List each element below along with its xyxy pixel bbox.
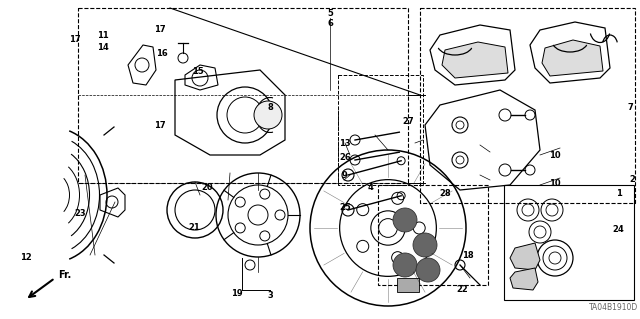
Circle shape xyxy=(393,253,417,277)
Text: 14: 14 xyxy=(97,43,109,53)
Circle shape xyxy=(393,208,417,232)
Text: Fr.: Fr. xyxy=(58,270,71,280)
Text: 13: 13 xyxy=(339,138,351,147)
Polygon shape xyxy=(510,268,538,290)
Text: 17: 17 xyxy=(154,26,166,34)
Text: 26: 26 xyxy=(339,153,351,162)
Text: 10: 10 xyxy=(549,151,561,160)
Text: 1: 1 xyxy=(616,189,622,197)
Text: 12: 12 xyxy=(20,254,32,263)
Text: 25: 25 xyxy=(339,204,351,212)
Polygon shape xyxy=(442,42,508,78)
Text: 20: 20 xyxy=(201,183,213,192)
Polygon shape xyxy=(510,243,540,270)
Text: 6: 6 xyxy=(327,19,333,27)
Text: 21: 21 xyxy=(188,224,200,233)
Text: 17: 17 xyxy=(154,121,166,130)
Text: 3: 3 xyxy=(267,291,273,300)
Bar xyxy=(338,75,423,185)
Text: 9: 9 xyxy=(342,170,348,180)
Text: 8: 8 xyxy=(267,103,273,113)
Text: 23: 23 xyxy=(74,209,86,218)
Bar xyxy=(78,8,408,183)
Text: 22: 22 xyxy=(456,286,468,294)
Bar xyxy=(378,185,488,285)
Text: 19: 19 xyxy=(231,288,243,298)
Polygon shape xyxy=(542,40,603,76)
Text: TA04B1910D: TA04B1910D xyxy=(589,303,638,312)
Text: 7: 7 xyxy=(627,103,633,113)
Text: 15: 15 xyxy=(192,68,204,77)
Text: 16: 16 xyxy=(156,48,168,57)
Text: 4: 4 xyxy=(367,183,373,192)
Text: 10: 10 xyxy=(549,179,561,188)
Text: 11: 11 xyxy=(97,31,109,40)
Bar xyxy=(504,185,634,300)
Circle shape xyxy=(254,101,282,129)
Text: 18: 18 xyxy=(462,250,474,259)
Text: 28: 28 xyxy=(439,189,451,197)
Text: 2: 2 xyxy=(629,175,635,184)
Bar xyxy=(397,278,419,292)
Circle shape xyxy=(416,258,440,282)
Text: 24: 24 xyxy=(612,226,624,234)
Text: 5: 5 xyxy=(327,9,333,18)
Bar xyxy=(420,8,635,203)
Circle shape xyxy=(413,233,437,257)
Text: 17: 17 xyxy=(69,35,81,44)
Text: 27: 27 xyxy=(402,117,414,127)
